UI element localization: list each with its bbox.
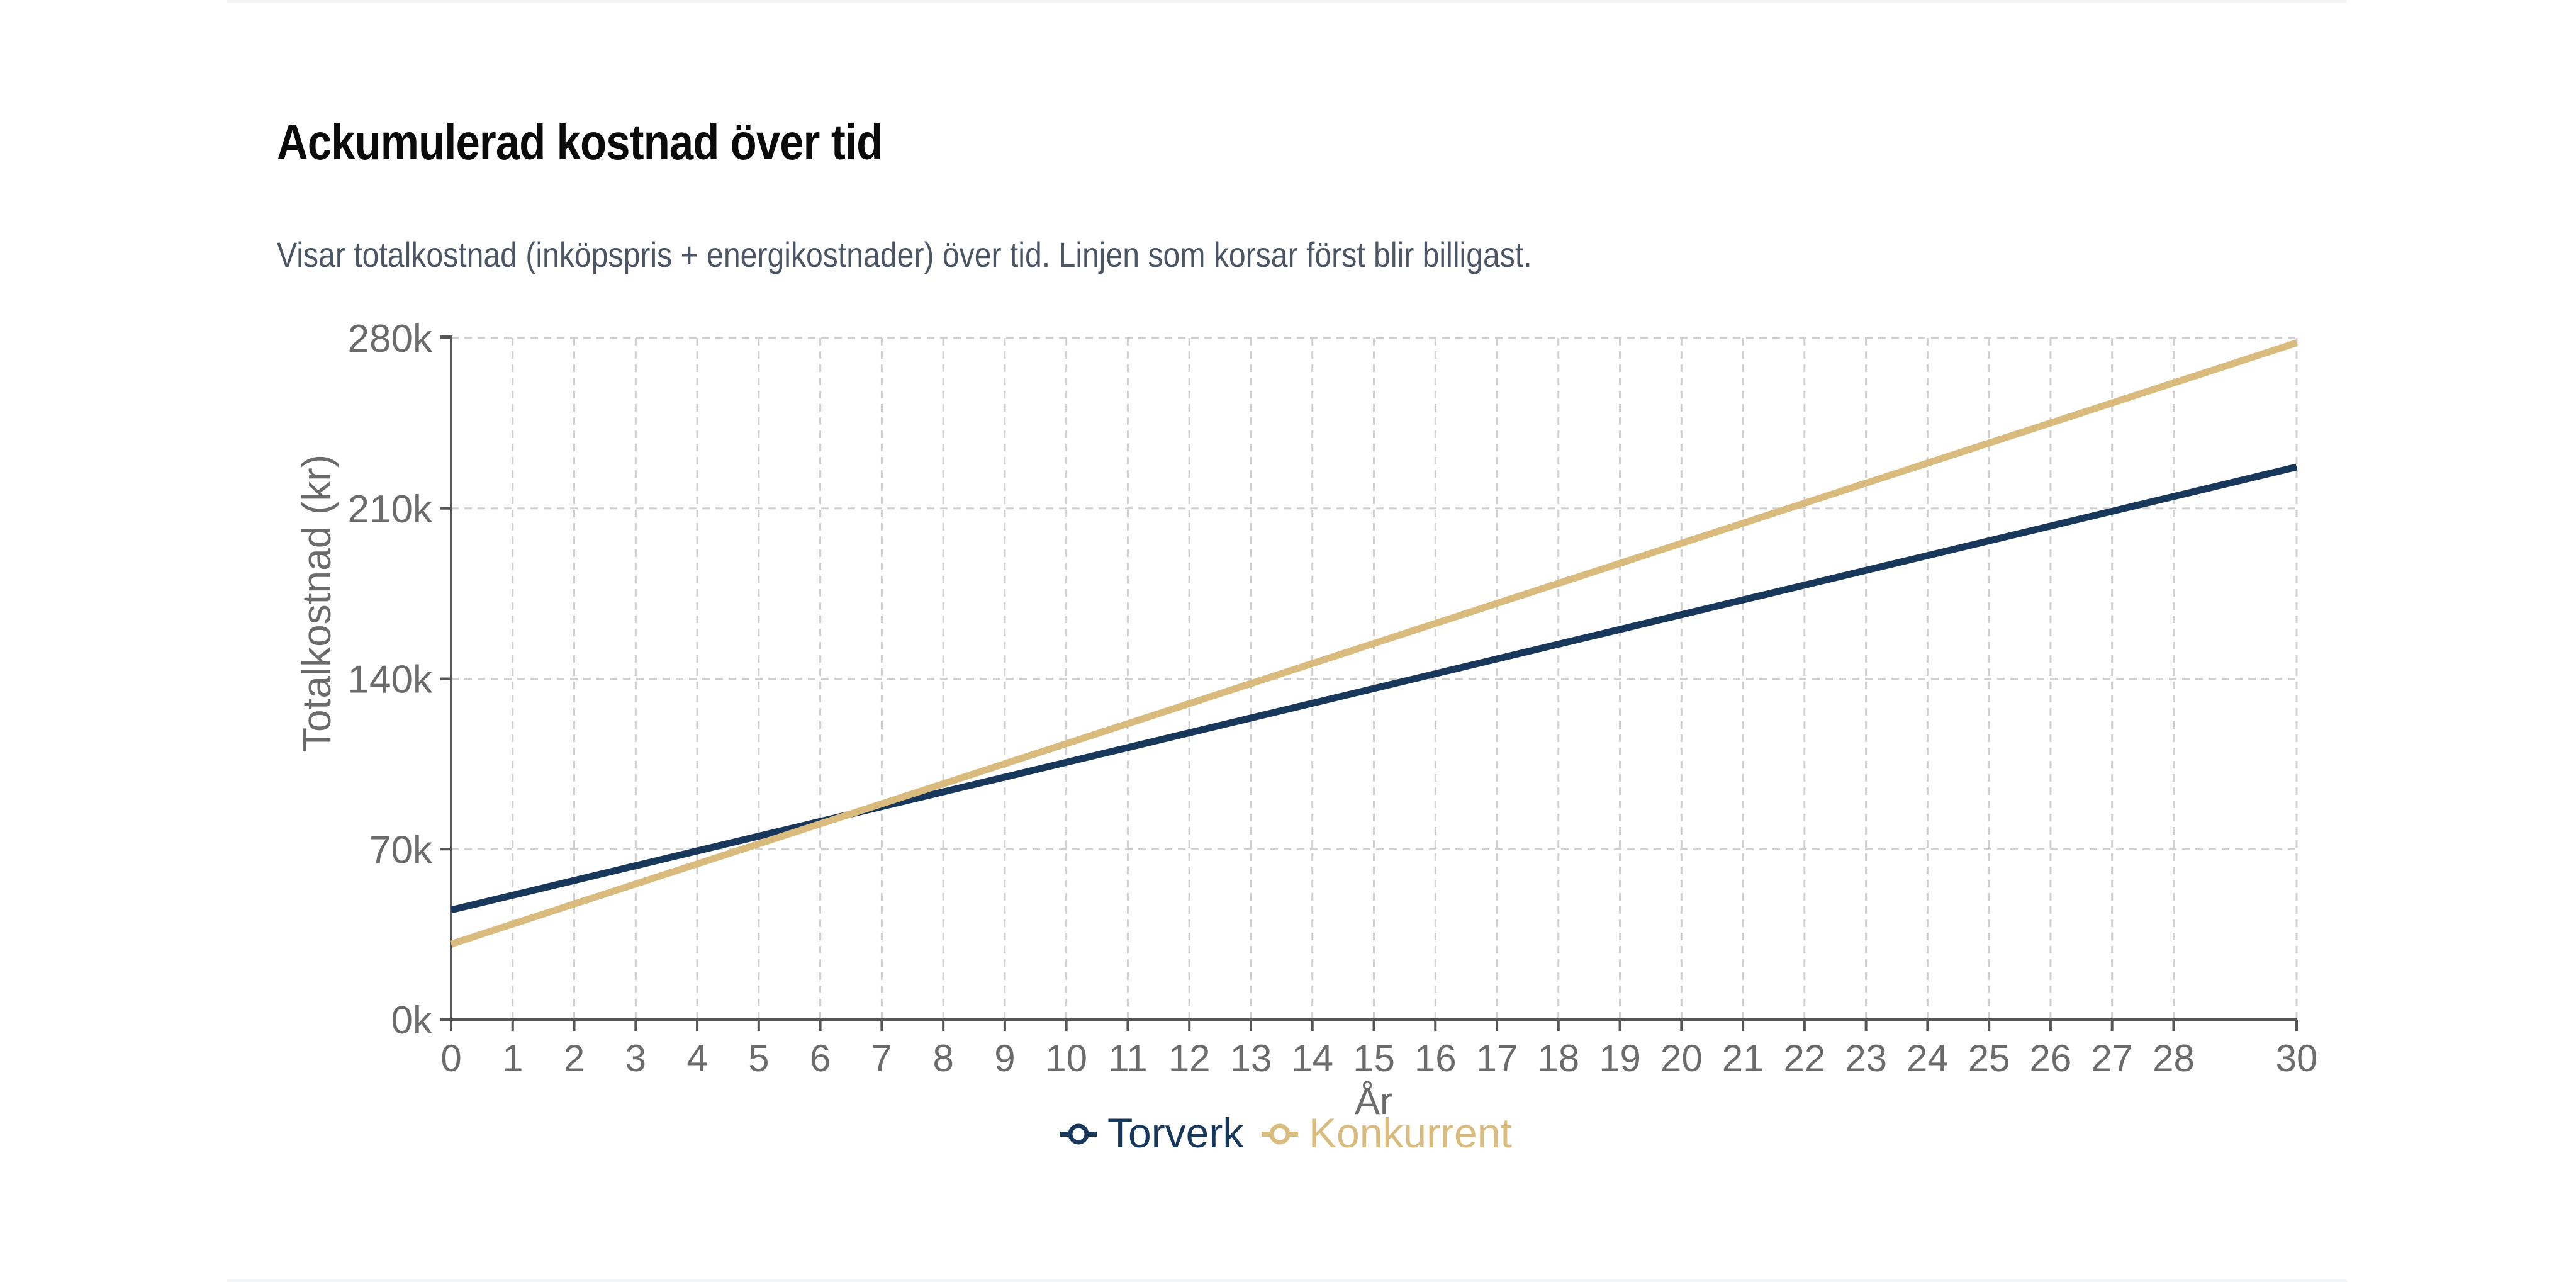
x-tick-label: 10 [1045, 1037, 1087, 1079]
legend-label: Torverk [1107, 1110, 1244, 1156]
x-tick-label: 23 [1845, 1037, 1887, 1079]
x-tick-label: 14 [1291, 1037, 1333, 1079]
bottom-divider [227, 1279, 2347, 1282]
x-tick-label: 20 [1660, 1037, 1703, 1079]
x-tick-label: 15 [1353, 1037, 1395, 1079]
series [450, 339, 2298, 948]
x-tick-label: 7 [871, 1037, 892, 1079]
x-tick-label: 24 [1907, 1037, 1949, 1079]
legend-item-torverk[interactable]: Torverk [1060, 1110, 1244, 1156]
x-tick-label: 6 [810, 1037, 831, 1079]
x-tick-label: 0 [440, 1037, 461, 1079]
x-tick-label: 21 [1722, 1037, 1764, 1079]
x-axis-title: År [1355, 1080, 1392, 1122]
x-tick-label: 4 [686, 1037, 707, 1079]
x-tick-label: 5 [748, 1037, 769, 1079]
chart-title: Ackumulerad kostnad över tid [277, 114, 883, 170]
x-tick-label: 12 [1168, 1037, 1211, 1079]
grid [451, 337, 2298, 1020]
series-line-torverk [450, 463, 2298, 914]
x-tick-label: 2 [564, 1037, 585, 1079]
x-tick-label: 25 [1968, 1037, 2010, 1079]
axes [440, 335, 2298, 1031]
legend-label: Konkurrent [1309, 1110, 1512, 1156]
x-tick-label: 13 [1230, 1037, 1272, 1079]
x-tick-label: 8 [932, 1037, 953, 1079]
x-tick-label: 30 [2276, 1037, 2318, 1079]
y-tick-label: 140k [348, 658, 433, 702]
x-tick-label: 27 [2091, 1037, 2133, 1079]
legend-marker-icon [1068, 1123, 1089, 1145]
y-tick-label: 210k [348, 488, 433, 531]
legend-marker-icon [1269, 1123, 1291, 1145]
x-tick-label: 22 [1783, 1037, 1825, 1079]
y-tick-label: 280k [348, 317, 433, 361]
y-tick-label: 0k [391, 999, 433, 1042]
y-axis-title: Totalkostnad (kr) [294, 454, 339, 752]
x-tick-label: 1 [502, 1037, 523, 1079]
x-tick-label: 19 [1599, 1037, 1641, 1079]
series-line-konkurrent [450, 339, 2298, 948]
x-tick-label: 3 [625, 1037, 646, 1079]
legend: Torverk Konkurrent [1060, 1110, 1512, 1156]
x-tick-label: 26 [2030, 1037, 2072, 1079]
x-tick-label: 9 [994, 1037, 1015, 1079]
chart-description: Visar totalkostnad (inköpspris + energik… [277, 235, 1532, 274]
x-tick-label: 28 [2153, 1037, 2195, 1079]
x-tick-label: 11 [1108, 1037, 1147, 1079]
x-tick-label: 18 [1537, 1037, 1579, 1079]
y-tick-label: 70k [369, 828, 433, 872]
x-tick-label: 16 [1414, 1037, 1457, 1079]
legend-item-konkurrent[interactable]: Konkurrent [1262, 1110, 1512, 1156]
top-divider [227, 0, 2347, 3]
x-tick-label: 17 [1476, 1037, 1518, 1079]
